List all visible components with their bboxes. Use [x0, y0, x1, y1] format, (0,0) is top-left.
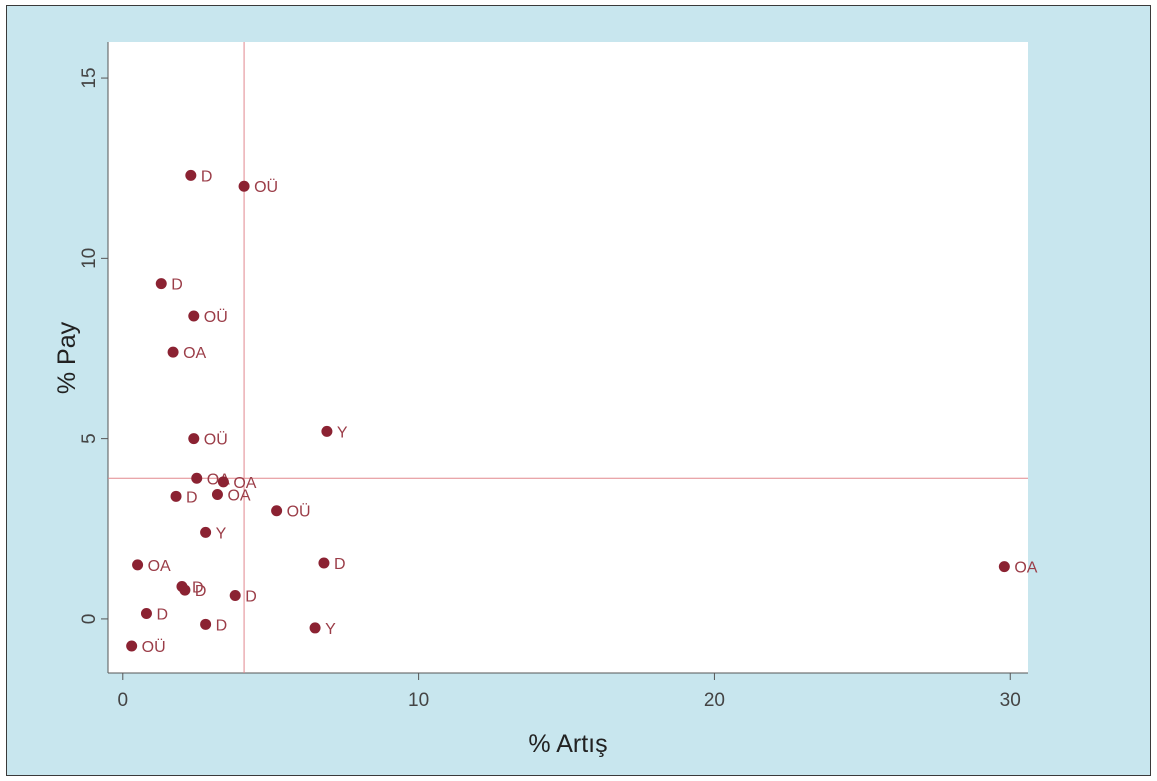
data-point	[321, 425, 333, 437]
data-point-label: D	[216, 617, 228, 634]
data-point	[309, 622, 321, 634]
x-tick-label: 30	[1000, 690, 1021, 711]
data-point-label: OA	[148, 558, 171, 575]
data-point	[318, 557, 330, 569]
data-point	[271, 505, 283, 517]
data-point-label: OÜ	[204, 431, 228, 449]
data-points: DOÜDOÜOAYOÜOAOADOAOÜYOADOADDDDDYOÜ	[126, 168, 1038, 656]
data-point	[200, 618, 212, 630]
data-point	[155, 278, 167, 290]
data-point-label: Y	[216, 525, 227, 542]
data-point-label: OÜ	[287, 503, 311, 521]
data-point-label: OÜ	[142, 638, 166, 656]
y-tick-label: 10	[79, 248, 100, 269]
data-point	[238, 180, 250, 192]
chart-frame	[6, 5, 1151, 776]
x-axis-title: % Artış	[528, 730, 607, 758]
data-point-label: Y	[337, 424, 348, 441]
data-point-label: OA	[183, 345, 206, 362]
data-point	[179, 584, 191, 596]
data-point-label: OA	[227, 488, 250, 505]
data-point	[188, 433, 200, 445]
data-point-label: OÜ	[254, 178, 278, 196]
data-point	[126, 640, 138, 652]
y-tick-label: 0	[79, 614, 100, 625]
y-tick-label: 5	[79, 433, 100, 444]
y-tick-label: 15	[79, 67, 100, 88]
x-axis-ticks: 0 10 20 30	[118, 673, 1021, 711]
data-point	[200, 526, 212, 538]
x-tick-label: 0	[118, 690, 129, 711]
y-axis-title: % Pay	[53, 321, 81, 394]
data-point-label: D	[186, 489, 198, 506]
data-point	[998, 561, 1010, 573]
data-point-label: D	[195, 583, 207, 600]
data-point	[229, 589, 241, 601]
data-point-label: OA	[233, 475, 256, 492]
y-axis-ticks: 0 5 10 15	[79, 67, 108, 624]
data-point-label: D	[334, 556, 346, 573]
data-point-label: D	[245, 588, 257, 605]
data-point-label: D	[156, 607, 168, 624]
plot-area	[108, 42, 1028, 673]
x-tick-label: 20	[704, 690, 725, 711]
data-point	[188, 310, 200, 322]
data-point	[170, 490, 182, 502]
data-point-label: D	[171, 277, 183, 294]
data-point	[185, 169, 197, 181]
data-point-label: OÜ	[204, 308, 228, 326]
data-point	[217, 476, 229, 488]
x-tick-label: 10	[408, 690, 429, 711]
data-point-label: D	[201, 168, 213, 185]
data-point	[211, 489, 223, 501]
data-point	[167, 346, 179, 358]
data-point	[140, 608, 152, 620]
data-point-label: OA	[1014, 560, 1037, 577]
data-point	[132, 559, 144, 571]
data-point-label: Y	[325, 621, 336, 638]
data-point	[191, 472, 203, 484]
data-point-label: D	[192, 579, 204, 596]
